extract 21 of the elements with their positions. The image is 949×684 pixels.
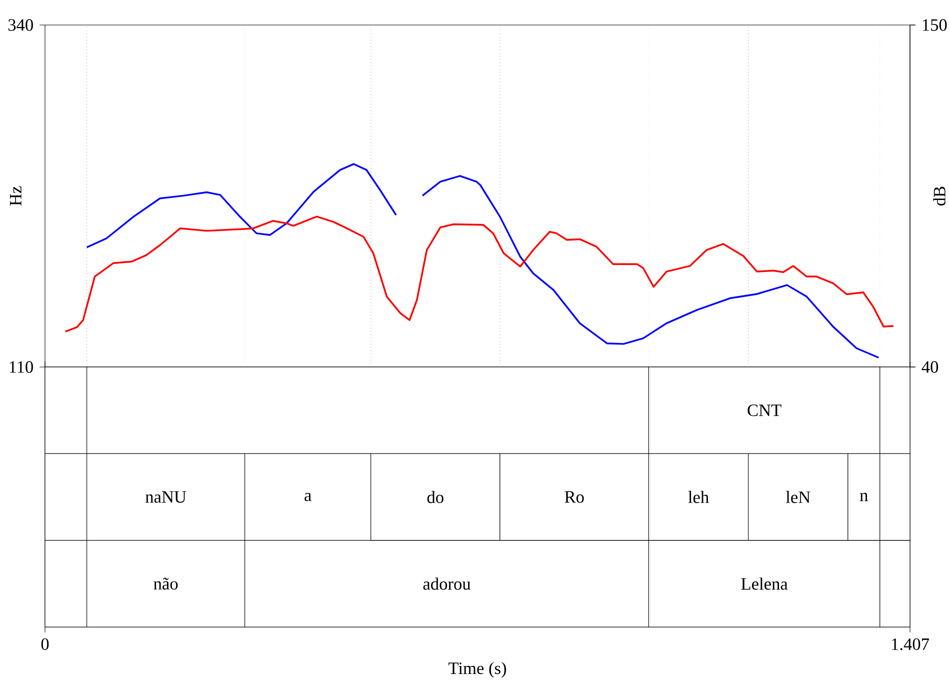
data-label: leN	[786, 490, 810, 504]
y2-axis-title: dB	[933, 186, 946, 206]
data-label: leh	[688, 490, 709, 504]
x-axis-title: Time (s)	[448, 662, 506, 678]
line-series	[64, 216, 894, 332]
data-label: adorou	[423, 578, 471, 590]
y-tick-label: 110	[10, 361, 33, 373]
y2-tick-label: 150	[922, 19, 947, 31]
y2-tick-label: 40	[922, 361, 938, 373]
data-label: naNU	[146, 491, 186, 503]
data-label: a	[304, 492, 312, 502]
data-label: do	[427, 490, 444, 504]
y-tick-label: 340	[8, 19, 33, 31]
x-tick-label: 1.407	[892, 638, 930, 650]
data-label: n	[860, 492, 868, 502]
data-label: não	[154, 578, 178, 590]
data-label: CNT	[748, 404, 782, 416]
x-tick-label: 0	[41, 638, 49, 650]
data-label: Lelena	[741, 578, 788, 590]
data-label: Ro	[564, 491, 584, 503]
y-axis-title: Hz	[10, 186, 22, 206]
